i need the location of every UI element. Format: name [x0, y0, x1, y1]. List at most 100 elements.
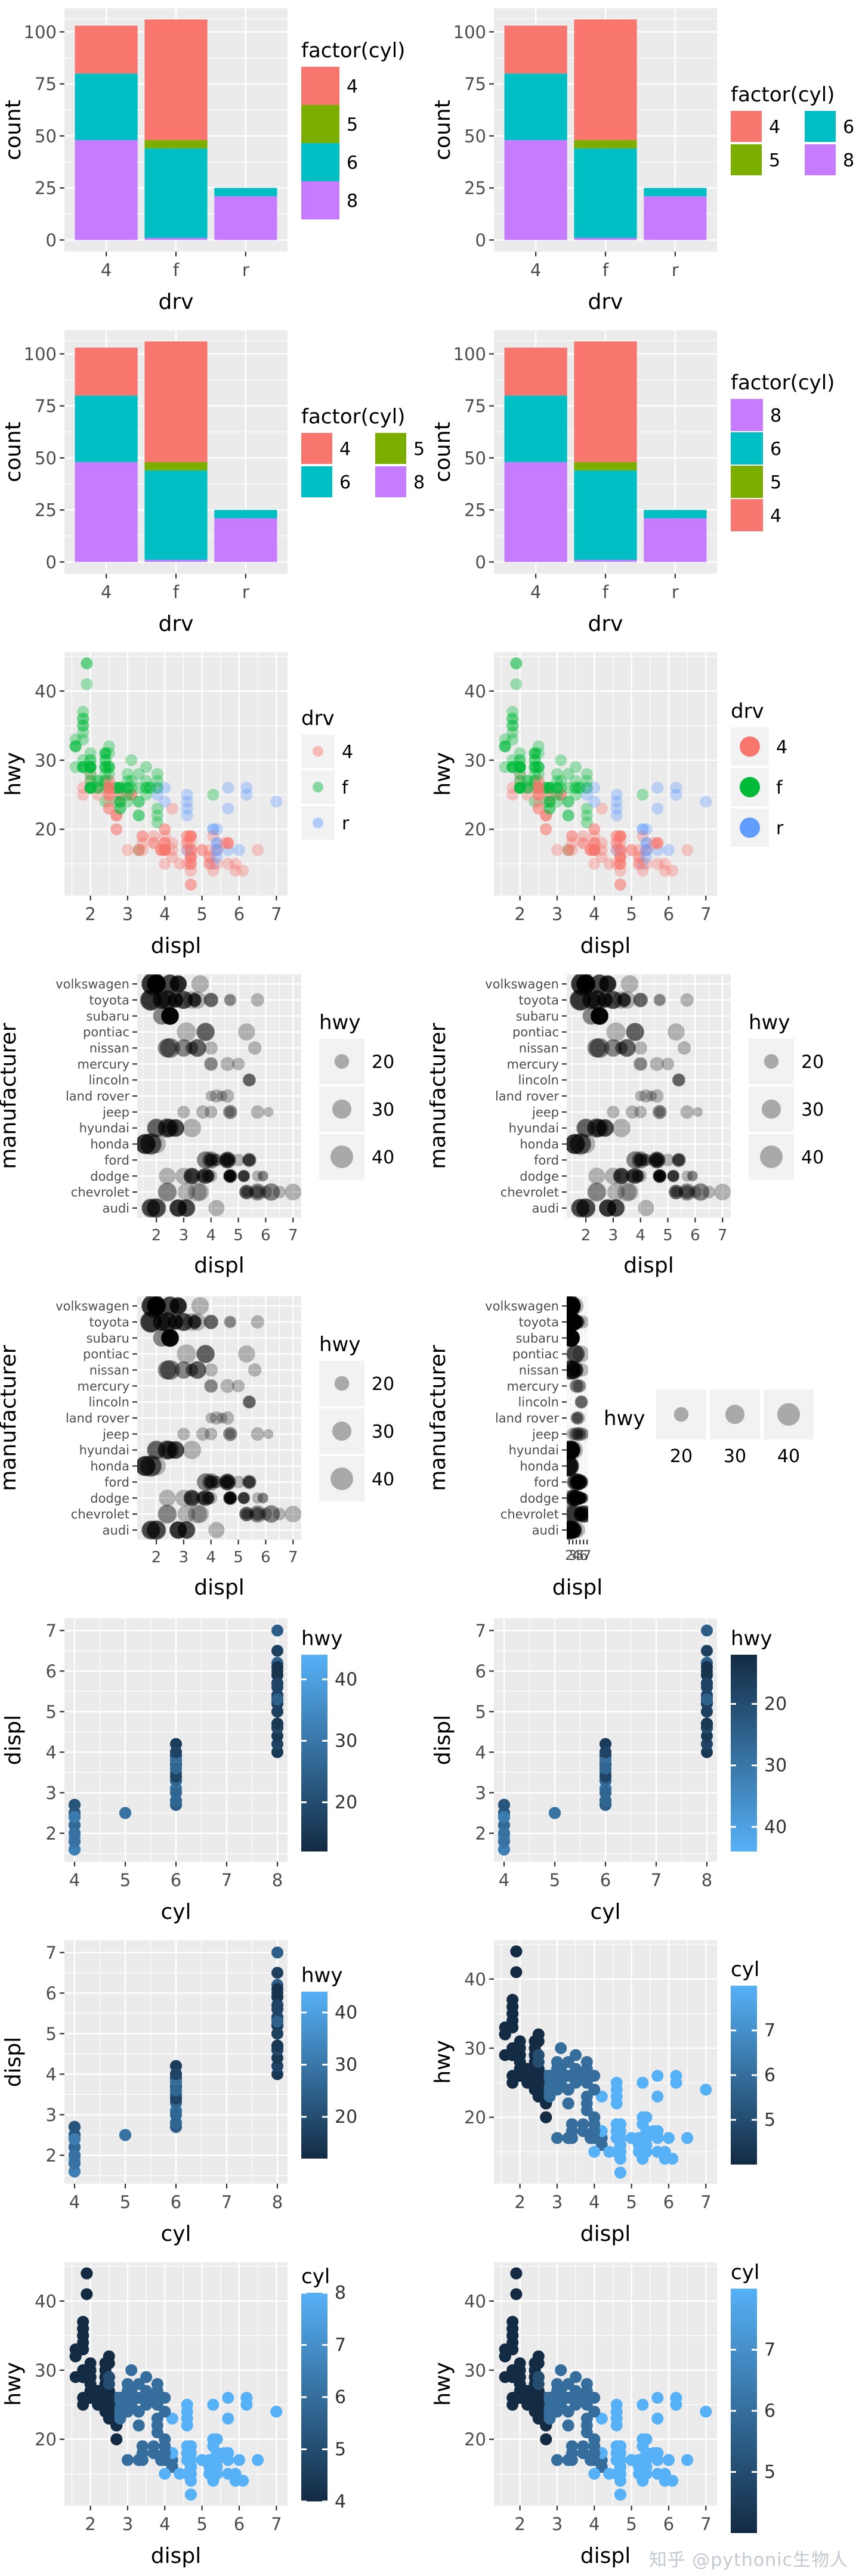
svg-text:7: 7 — [651, 1870, 662, 1890]
chart-cell-15: 2 3 4 5 6 7 20 30 40 displ hwy cyl 4 5 6 7 8 — [0, 2254, 430, 2576]
svg-text:5: 5 — [764, 2110, 775, 2131]
svg-text:manufacturer: manufacturer — [0, 1023, 21, 1169]
svg-text:pontiac: pontiac — [512, 1347, 559, 1361]
svg-text:6: 6 — [600, 1870, 611, 1890]
svg-text:40: 40 — [35, 681, 57, 701]
chart-cell-12: 4 5 6 7 8 2 3 4 5 6 7 cyl displ hwy 20 30 40 — [430, 1610, 859, 1932]
svg-text:5: 5 — [46, 1702, 57, 1722]
svg-text:3: 3 — [552, 2192, 563, 2212]
svg-text:4: 4 — [69, 2192, 80, 2212]
svg-text:hwy: hwy — [749, 1011, 790, 1035]
svg-text:30: 30 — [335, 2055, 357, 2076]
svg-text:3: 3 — [475, 1783, 486, 1803]
svg-text:3: 3 — [552, 904, 563, 924]
svg-text:4: 4 — [530, 260, 541, 280]
chart-cell-3: 4 f r 0 25 50 75 100 drv count factor(cyl) 4 5 6 8 — [0, 322, 430, 644]
svg-text:75: 75 — [35, 74, 57, 94]
svg-text:2: 2 — [85, 2514, 95, 2534]
svg-text:2: 2 — [514, 904, 525, 924]
svg-text:ford: ford — [534, 1153, 559, 1168]
svg-text:displ: displ — [151, 934, 201, 958]
svg-text:f: f — [342, 778, 349, 798]
svg-text:5: 5 — [335, 2439, 346, 2460]
svg-text:r: r — [672, 260, 679, 280]
svg-text:4: 4 — [589, 904, 600, 924]
svg-text:6: 6 — [171, 1870, 181, 1890]
svg-text:5: 5 — [120, 1870, 131, 1890]
svg-text:5: 5 — [347, 114, 358, 135]
svg-text:20: 20 — [670, 1446, 693, 1467]
svg-text:3: 3 — [568, 1549, 577, 1563]
svg-text:5: 5 — [549, 1870, 560, 1890]
svg-text:7: 7 — [221, 1870, 232, 1890]
chart-cell-1: 4 f r 0 25 50 75 100 drv count factor(cyl) 4 5 6 8 — [0, 0, 430, 322]
chart-cell-10: 2 3 4 5 6 7 audi chevrolet dodge ford honda hyundai… — [430, 1288, 859, 1610]
svg-text:7: 7 — [46, 1943, 57, 1963]
svg-text:2: 2 — [85, 904, 95, 924]
svg-text:5: 5 — [120, 2192, 131, 2212]
svg-text:5: 5 — [233, 1549, 243, 1566]
svg-text:4: 4 — [589, 2192, 600, 2212]
svg-text:20: 20 — [464, 2107, 486, 2128]
svg-text:5: 5 — [46, 2024, 57, 2044]
svg-text:drv: drv — [588, 290, 623, 314]
svg-text:audi: audi — [532, 1201, 559, 1215]
svg-text:4: 4 — [530, 582, 541, 602]
svg-text:displ: displ — [580, 934, 631, 958]
svg-text:2: 2 — [152, 1549, 162, 1566]
svg-text:cyl: cyl — [731, 2261, 759, 2284]
scatter-drv-transparent-legend: 2 3 4 5 6 7 20 30 40 displ hwy drv 4 fr — [1, 652, 353, 958]
svg-text:2: 2 — [565, 1549, 573, 1563]
svg-text:8: 8 — [272, 2192, 283, 2212]
svg-text:20: 20 — [764, 1694, 787, 1715]
svg-text:factor(cyl): factor(cyl) — [731, 83, 835, 107]
svg-text:75: 75 — [464, 396, 486, 416]
svg-text:drv: drv — [588, 612, 623, 636]
svg-text:4: 4 — [339, 439, 351, 460]
svg-text:4: 4 — [101, 260, 112, 280]
svg-text:0: 0 — [475, 552, 486, 572]
bar-cyl-legend-two-rows: 4 f r 0 25 50 75 100 drv count factor(cyl) 4 5 6 8 — [1, 330, 425, 636]
svg-text:6: 6 — [261, 1549, 271, 1566]
svg-text:8: 8 — [335, 2283, 346, 2303]
svg-text:subaru: subaru — [516, 1331, 559, 1345]
svg-text:honda: honda — [520, 1137, 559, 1151]
svg-text:displ: displ — [1, 2037, 26, 2087]
svg-text:25: 25 — [35, 178, 57, 199]
svg-text:40: 40 — [464, 681, 486, 701]
svg-text:6: 6 — [46, 1661, 57, 1682]
svg-text:3: 3 — [552, 2514, 563, 2534]
svg-text:dodge: dodge — [520, 1491, 559, 1506]
svg-text:3: 3 — [46, 2105, 57, 2125]
svg-text:7: 7 — [700, 2514, 711, 2534]
svg-text:6: 6 — [339, 472, 351, 493]
svg-text:cyl: cyl — [160, 2222, 191, 2246]
svg-text:f: f — [173, 582, 180, 602]
svg-text:2: 2 — [514, 2192, 525, 2212]
watermark: 知乎 @pythonic生物人 — [649, 2545, 848, 2571]
svg-text:4: 4 — [572, 1549, 580, 1563]
svg-text:factor(cyl): factor(cyl) — [731, 371, 835, 395]
svg-text:4: 4 — [635, 1227, 645, 1244]
svg-text:5: 5 — [663, 1227, 673, 1244]
svg-text:count: count — [1, 422, 26, 482]
svg-text:ford: ford — [104, 1153, 129, 1168]
svg-text:pontiac: pontiac — [83, 1347, 129, 1361]
svg-text:chevrolet: chevrolet — [71, 1185, 129, 1200]
svg-text:r: r — [242, 582, 249, 602]
svg-text:hwy: hwy — [319, 1011, 360, 1035]
svg-text:30: 30 — [372, 1422, 394, 1442]
svg-text:4: 4 — [770, 506, 781, 527]
svg-text:5: 5 — [196, 2514, 207, 2534]
svg-text:toyota: toyota — [89, 1315, 129, 1330]
svg-text:7: 7 — [718, 1227, 728, 1244]
svg-text:40: 40 — [335, 2002, 357, 2023]
svg-text:lincoln: lincoln — [88, 1395, 129, 1410]
svg-text:volkswagen: volkswagen — [485, 1299, 559, 1314]
svg-text:7: 7 — [221, 2192, 232, 2212]
svg-text:40: 40 — [464, 2291, 486, 2311]
svg-text:ford: ford — [104, 1475, 129, 1490]
svg-text:100: 100 — [24, 22, 57, 42]
svg-text:3: 3 — [46, 1783, 57, 1803]
